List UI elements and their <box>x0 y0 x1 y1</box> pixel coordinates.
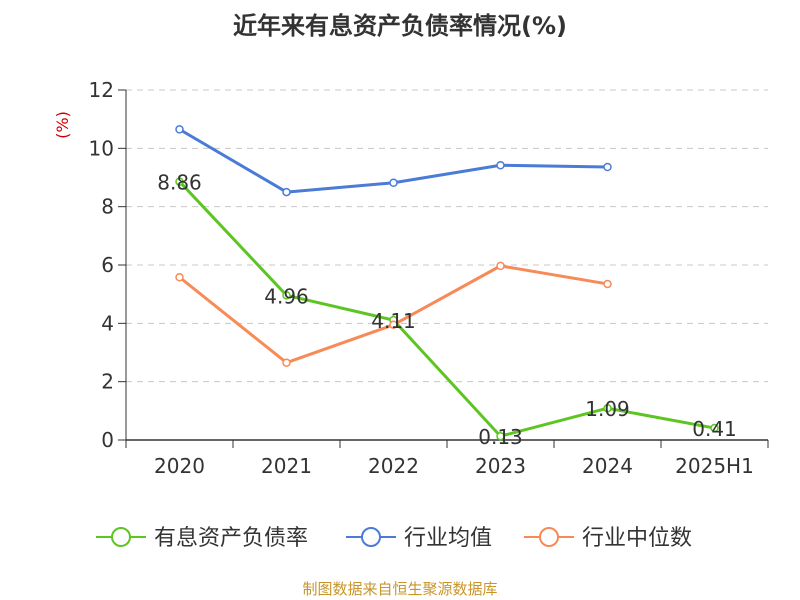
x-tick-label: 2025H1 <box>675 454 754 478</box>
series-line-0 <box>178 180 715 438</box>
data-point <box>603 279 612 289</box>
data-point <box>389 178 398 187</box>
data-point <box>175 273 184 282</box>
y-tick-label: 0 <box>101 428 114 452</box>
data-point <box>603 403 612 413</box>
data-point <box>389 320 398 330</box>
data-point <box>175 177 184 186</box>
data-label: 8.86 <box>157 171 202 195</box>
data-point <box>282 358 291 367</box>
x-tick-label: 2022 <box>368 454 419 478</box>
data-labels: 8.86 4.96 4.11 0.13 1.09 0.41 <box>157 171 737 450</box>
chart-title: 近年来有息资产负债率情况(%) <box>233 12 567 40</box>
data-label: 1.09 <box>585 397 630 421</box>
x-tick-label: 2020 <box>154 454 205 478</box>
data-label: 0.41 <box>692 417 737 441</box>
data-label: 4.96 <box>264 284 309 308</box>
y-tick-label: 4 <box>101 311 114 335</box>
legend-label: 行业中位数 <box>582 526 692 551</box>
legend-label: 行业均值 <box>404 526 492 551</box>
data-point <box>496 161 505 170</box>
x-tick-label: 2021 <box>261 454 312 478</box>
data-point <box>710 423 719 433</box>
y-axis-label: (%) <box>53 111 72 139</box>
x-tick-label: 2023 <box>475 454 526 478</box>
data-label: 0.13 <box>478 425 523 449</box>
data-point <box>175 125 184 134</box>
legend-marker <box>361 527 381 547</box>
y-tick-label: 6 <box>101 253 114 277</box>
data-point <box>282 187 291 197</box>
data-point <box>282 291 291 300</box>
y-tick-label: 10 <box>89 136 114 160</box>
legend-label: 有息资产负债率 <box>154 526 308 551</box>
legend-marker <box>111 527 131 547</box>
grid-lines <box>126 89 768 383</box>
x-tick-label: 2024 <box>582 454 633 478</box>
y-tick-label: 12 <box>89 78 114 102</box>
y-tick-label: 2 <box>101 370 114 394</box>
series-lines <box>175 125 719 441</box>
source-note: 制图数据来自恒生聚源数据库 <box>302 580 498 598</box>
axes: 0 2 4 6 8 10 12 2020 2021 2022 2023 2024 2025H1 (%) <box>53 78 769 478</box>
data-point <box>603 162 612 172</box>
data-label: 4.11 <box>371 309 416 333</box>
data-point <box>496 261 505 271</box>
data-point <box>496 431 505 441</box>
legend: 有息资产负债率 行业均值 行业中位数 <box>96 526 692 551</box>
y-tick-label: 8 <box>101 195 114 219</box>
legend-marker <box>539 527 559 547</box>
